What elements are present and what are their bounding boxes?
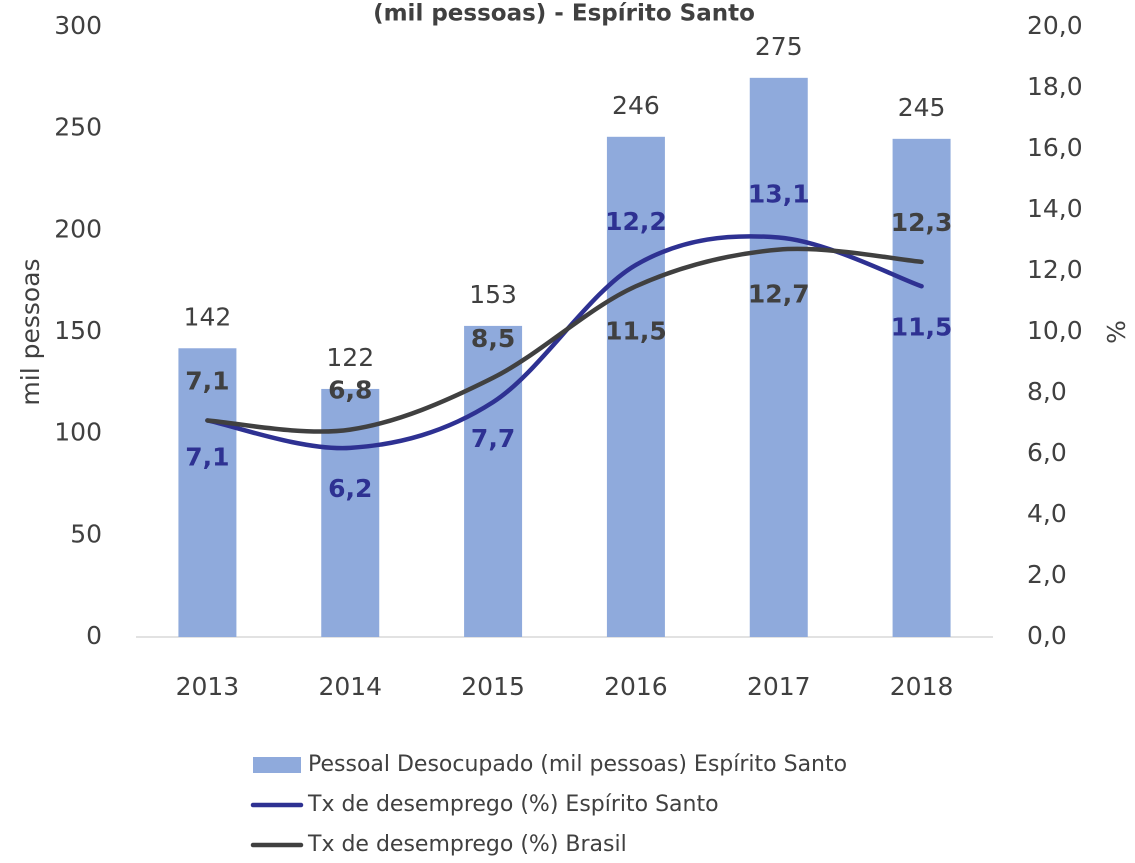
legend-label: Tx de desemprego (%) Espírito Santo <box>307 792 719 817</box>
legend-label: Tx de desemprego (%) Brasil <box>307 832 627 857</box>
y2-tick-label: 4,0 <box>1027 499 1067 528</box>
x-tick-label: 2014 <box>318 672 382 701</box>
bar <box>749 77 808 638</box>
x-tick-label: 2016 <box>604 672 668 701</box>
y-tick-label: 50 <box>70 519 102 548</box>
bar-value-label: 122 <box>326 343 374 372</box>
line-value-label: 13,1 <box>748 179 810 208</box>
y2-tick-label: 10,0 <box>1027 316 1083 345</box>
line <box>205 246 924 434</box>
line-value-label: 6,2 <box>328 474 372 503</box>
line-value-label: 11,5 <box>605 316 667 345</box>
line-value-label: 7,1 <box>185 366 229 395</box>
y2-tick-label: 12,0 <box>1027 255 1083 284</box>
line-value-label: 7,7 <box>471 424 515 453</box>
y-tick-label: 200 <box>54 214 102 243</box>
bar <box>464 325 523 637</box>
bar-value-label: 246 <box>612 91 660 120</box>
y-tick-label: 0 <box>86 621 102 650</box>
y2-tick-label: 16,0 <box>1027 133 1083 162</box>
line-value-label: 12,3 <box>891 208 953 237</box>
bar-value-label: 142 <box>184 302 232 331</box>
x-tick-label: 2015 <box>461 672 525 701</box>
bar <box>178 348 237 637</box>
line-value-label: 12,7 <box>748 280 810 309</box>
bar <box>892 138 951 638</box>
bar-value-label: 153 <box>469 280 517 309</box>
bar <box>606 136 665 638</box>
legend-label: Pessoal Desocupado (mil pessoas) Espírit… <box>308 752 847 777</box>
y-tick-label: 100 <box>54 418 102 447</box>
y2-tick-label: 6,0 <box>1027 438 1067 467</box>
y-tick-label: 150 <box>54 316 102 345</box>
x-tick-label: 2017 <box>747 672 811 701</box>
y-axis-label: mil pessoas <box>16 258 45 405</box>
line <box>205 234 924 451</box>
y2-tick-label: 2,0 <box>1027 560 1067 589</box>
x-tick-label: 2013 <box>176 672 240 701</box>
y2-tick-label: 20,0 <box>1027 11 1083 40</box>
y2-tick-label: 14,0 <box>1027 194 1083 223</box>
y2-axis-label: % <box>1102 320 1131 344</box>
y2-tick-label: 0,0 <box>1027 621 1067 650</box>
bar-value-label: 245 <box>898 93 946 122</box>
y-tick-label: 300 <box>54 11 102 40</box>
legend-swatch <box>253 757 301 773</box>
x-tick-label: 2018 <box>890 672 954 701</box>
chart-title: (mil pessoas) - Espírito Santo <box>373 1 755 27</box>
line-value-label: 8,5 <box>471 324 515 353</box>
y2-tick-label: 8,0 <box>1027 377 1067 406</box>
line-value-label: 6,8 <box>328 376 372 405</box>
y2-tick-label: 18,0 <box>1027 72 1083 101</box>
line-value-label: 12,2 <box>605 207 667 236</box>
line-value-label: 7,1 <box>185 442 229 471</box>
y-tick-label: 250 <box>54 113 102 142</box>
bar-value-label: 275 <box>755 32 803 61</box>
line-value-label: 11,5 <box>891 312 953 341</box>
